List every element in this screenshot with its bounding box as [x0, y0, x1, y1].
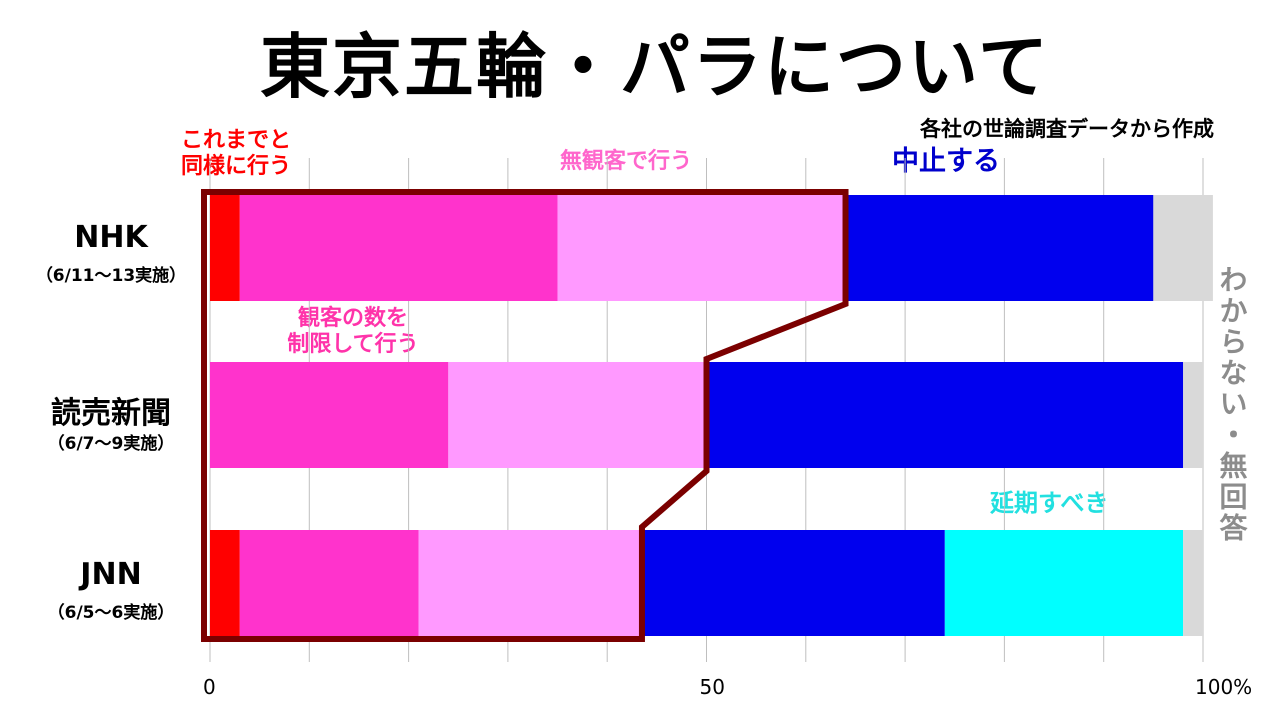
bar-segment-limited_spectators — [239, 530, 419, 636]
bar-segment-as_usual — [210, 530, 240, 636]
chart-subtitle: 各社の世論調査データから作成 — [920, 117, 1214, 141]
row-label-name: JNN — [80, 557, 142, 592]
bar-segment-as_usual — [210, 195, 240, 301]
row-label-date: （6/5～6実施） — [47, 603, 175, 623]
bar-segment-dont_know — [1183, 530, 1203, 636]
x-tick-label: 100% — [1195, 675, 1253, 699]
hold-games-outline — [201, 189, 849, 642]
bar-segment-no_spectators — [418, 530, 642, 636]
row-label-date: （6/7～9実施） — [47, 434, 175, 454]
bar-segment-cancel — [706, 362, 1184, 468]
series-label-dont_know: わからない・無回答 — [1216, 265, 1249, 544]
series-label-no_spectators: 無観客で行う — [560, 149, 693, 174]
x-tick-label: 0 — [203, 675, 216, 699]
chart-title: 東京五輪・パラについて — [260, 26, 1050, 108]
bar-segment-dont_know — [1183, 362, 1203, 468]
row-label-name: 読売新聞 — [51, 396, 171, 431]
row-label-name: NHK — [74, 220, 148, 255]
bar-segment-cancel — [845, 195, 1154, 301]
series-label-as_usual: これまでと 同様に行う — [180, 128, 291, 179]
bar-segment-postpone — [944, 530, 1184, 636]
series-label-limited_spectators: 観客の数を 制限して行う — [287, 306, 419, 357]
bar-segment-cancel — [641, 530, 945, 636]
row-label-date: （6/11～13実施） — [35, 266, 187, 286]
bar-segment-no_spectators — [557, 195, 846, 301]
series-label-postpone: 延期すべき — [990, 489, 1109, 517]
bar-segment-limited_spectators — [239, 195, 558, 301]
bar-segment-limited_spectators — [210, 362, 449, 468]
series-label-cancel: 中止する — [892, 146, 1000, 177]
bar-segment-dont_know — [1153, 195, 1213, 301]
x-tick-label: 50 — [699, 675, 725, 699]
bar-segment-no_spectators — [448, 362, 707, 468]
